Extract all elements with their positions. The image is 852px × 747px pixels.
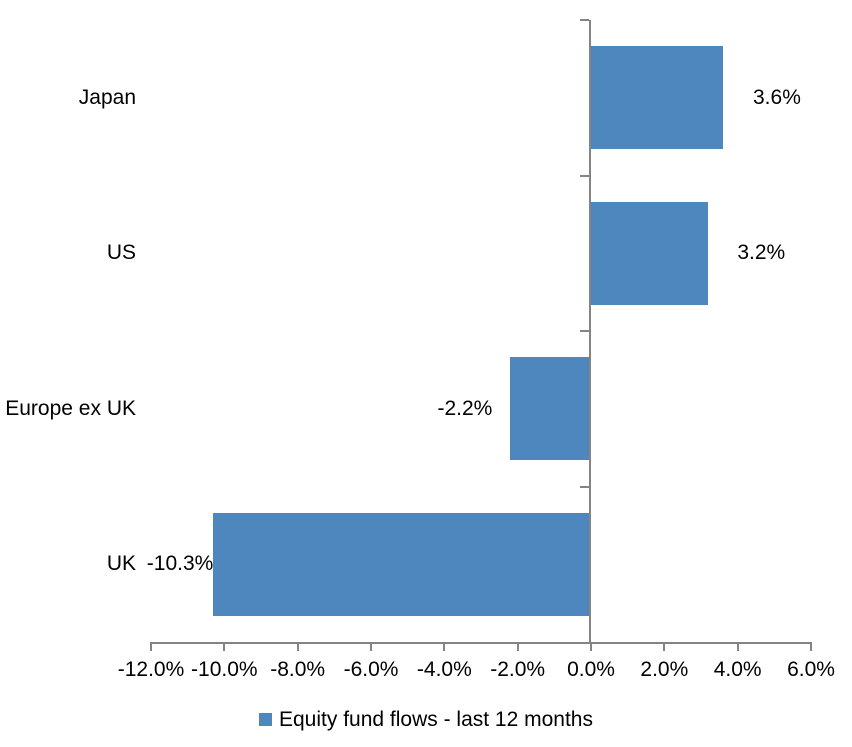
category-label-uk: UK	[106, 552, 136, 576]
legend-swatch	[259, 713, 272, 726]
y-axis-tick	[580, 19, 589, 21]
x-axis-tick-label: -8.0%	[270, 658, 326, 681]
bar-us	[591, 201, 709, 305]
x-axis-tick-label: -4.0%	[416, 658, 472, 681]
data-label-japan: 3.6%	[753, 85, 801, 109]
x-axis-tick	[296, 644, 299, 651]
bar-uk	[213, 512, 591, 616]
legend-label: Equity fund flows - last 12 months	[279, 708, 593, 731]
x-axis-line	[150, 642, 812, 644]
x-axis-tick-label: -6.0%	[343, 658, 399, 681]
data-label-uk: -10.3%	[146, 552, 214, 576]
x-axis-tick	[663, 644, 666, 651]
data-label-europe-ex-uk: -2.2%	[437, 396, 493, 420]
x-axis-tick	[223, 644, 226, 651]
y-axis-tick	[580, 330, 589, 332]
chart-legend: Equity fund flows - last 12 months	[0, 706, 852, 733]
x-axis-tick	[150, 644, 152, 651]
category-label-japan: Japan	[78, 85, 136, 109]
x-axis-tick-label: 2.0%	[640, 658, 689, 681]
x-axis-tick-label: -2.0%	[490, 658, 546, 681]
x-axis-tick	[516, 644, 519, 651]
x-axis-tick-label: 4.0%	[713, 658, 762, 681]
x-axis-tick-label: -12.0%	[117, 658, 185, 681]
y-axis-line	[589, 20, 591, 644]
bar-europe-ex-uk	[510, 357, 591, 461]
y-axis-tick	[580, 174, 589, 177]
x-axis-tick-label: -10.0%	[191, 658, 258, 681]
category-label-us: US	[106, 241, 136, 265]
x-axis-tick-label: 6.0%	[787, 658, 835, 681]
x-axis-tick	[810, 644, 812, 651]
x-axis-tick	[370, 644, 372, 651]
category-label-europe-ex-uk: Europe ex UK	[5, 396, 136, 420]
x-axis-tick	[736, 644, 739, 651]
x-axis-tick	[443, 644, 446, 651]
x-axis-tick	[590, 644, 592, 651]
bar-japan	[591, 46, 723, 150]
data-label-us: 3.2%	[737, 241, 786, 265]
y-axis-tick	[580, 485, 589, 488]
x-axis-tick-label: 0.0%	[567, 658, 615, 681]
